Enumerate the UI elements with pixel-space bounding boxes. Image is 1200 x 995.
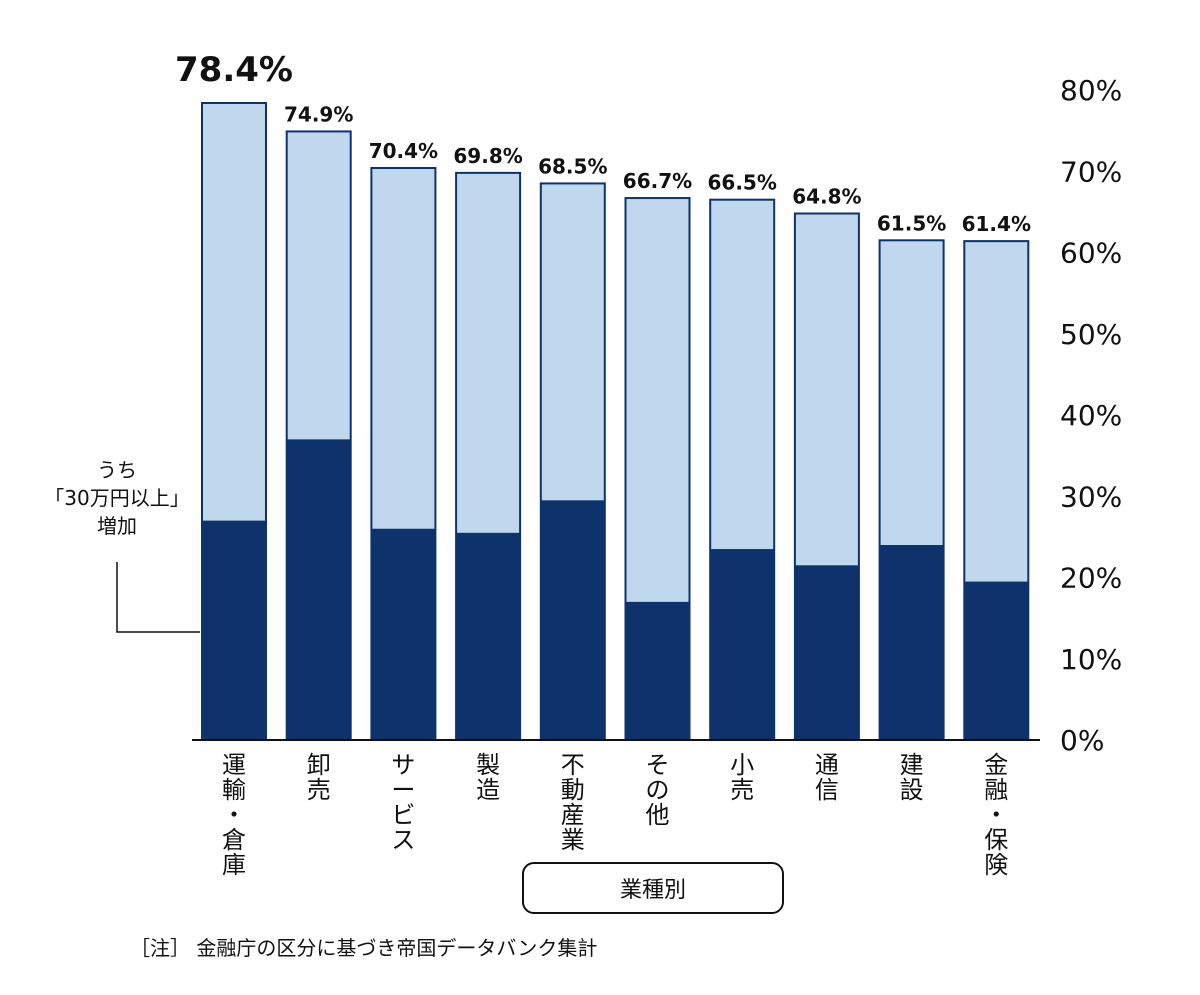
- bar-value-label: 61.5%: [877, 211, 946, 235]
- x-tick-label: 製造: [476, 751, 500, 804]
- y-tick-label: 30%: [1060, 480, 1122, 513]
- y-tick-label: 70%: [1060, 155, 1122, 188]
- x-tick-labels-layer: 運輸・倉庫 卸売 サービス 製造 不動産業 その他 小売 通信 建設 金融・保険: [222, 751, 1008, 879]
- x-tick-label: 建設: [900, 751, 924, 804]
- bar-30man-increase: [879, 545, 944, 740]
- x-tick-label: サービス: [391, 751, 415, 854]
- bar-30man-increase: [286, 439, 351, 740]
- bar-30man-increase: [540, 500, 605, 740]
- bar-value-label: 69.8%: [453, 144, 522, 168]
- bar-value-label: 74.9%: [284, 102, 353, 126]
- callout-line-1: うち: [97, 458, 137, 482]
- bar-value-label: 61.4%: [962, 212, 1031, 236]
- callout-label: うち 「30万円以上」 増加: [22, 456, 212, 540]
- bar-value-label: 66.5%: [708, 171, 777, 195]
- bar-30man-increase: [202, 520, 266, 740]
- bar-value-label: 64.8%: [792, 185, 861, 209]
- x-tick-label: 小売: [730, 751, 754, 804]
- y-tick-label: 40%: [1060, 399, 1122, 432]
- y-tick-label: 60%: [1060, 237, 1122, 270]
- y-tick-label: 80%: [1060, 74, 1122, 107]
- x-axis-label: 業種別: [619, 878, 686, 903]
- bar-value-label: 66.7%: [623, 169, 692, 193]
- bar-30man-increase: [456, 532, 521, 740]
- x-tick-label: 卸売: [307, 751, 331, 804]
- x-tick-label: その他: [646, 751, 670, 829]
- x-tick-label: 金融・保険: [984, 751, 1008, 879]
- callout-line-2: 「30万円以上」: [44, 486, 190, 510]
- bar-30man-increase: [625, 601, 690, 740]
- x-tick-label: 不動産業: [561, 751, 585, 854]
- x-tick-label: 通信: [815, 751, 839, 804]
- bar-30man-increase: [794, 565, 859, 740]
- footnote: ［注］ 金融庁の区分に基づき帝国データバンク集計: [130, 936, 598, 960]
- y-tick-label: 10%: [1060, 643, 1122, 676]
- x-axis-group-label: 業種別: [522, 862, 784, 914]
- bar-value-label: 68.5%: [538, 154, 607, 178]
- bar-value-label: 78.4%: [175, 50, 293, 90]
- bar-30man-increase: [964, 581, 1029, 740]
- y-tick-labels-layer: 0% 10% 20% 30% 40% 50% 60% 70% 80%: [1060, 74, 1122, 757]
- bar-30man-increase: [371, 528, 436, 740]
- callout-line-3: 増加: [97, 514, 137, 538]
- bars-layer: [201, 102, 1030, 741]
- y-tick-label: 20%: [1060, 562, 1122, 595]
- x-tick-label: 運輸・倉庫: [222, 751, 246, 879]
- y-tick-label: 0%: [1060, 724, 1104, 757]
- bar-value-label: 70.4%: [369, 139, 438, 163]
- bar-30man-increase: [710, 549, 775, 740]
- value-labels-layer: 78.4% 74.9% 70.4% 69.8% 68.5% 66.7% 66.5% 64.8%…: [175, 50, 1031, 236]
- callout-leader-line: [116, 562, 200, 633]
- y-tick-label: 50%: [1060, 318, 1122, 351]
